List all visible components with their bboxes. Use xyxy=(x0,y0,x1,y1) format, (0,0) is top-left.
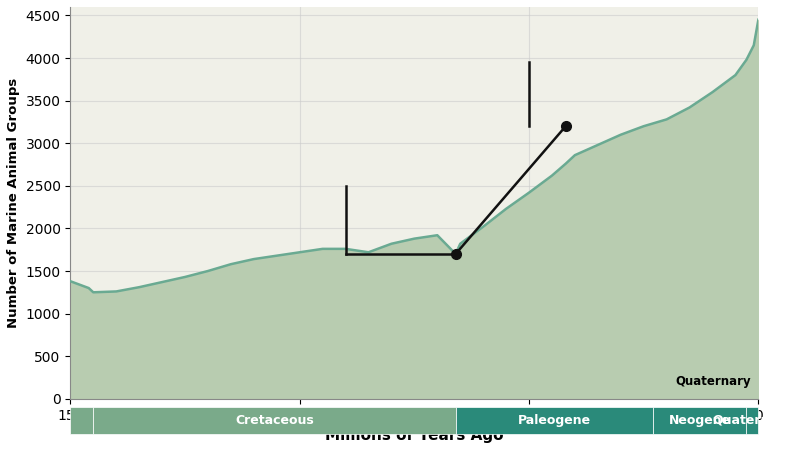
FancyBboxPatch shape xyxy=(70,407,94,434)
Text: Quaternary: Quaternary xyxy=(675,375,751,388)
Text: Neogene: Neogene xyxy=(669,414,730,427)
Text: Cretaceous: Cretaceous xyxy=(235,414,314,427)
X-axis label: Millions of Years Ago: Millions of Years Ago xyxy=(325,428,504,443)
FancyBboxPatch shape xyxy=(746,407,758,434)
FancyBboxPatch shape xyxy=(653,407,746,434)
Text: Paleogene: Paleogene xyxy=(518,414,591,427)
Y-axis label: Number of Marine Animal Groups: Number of Marine Animal Groups xyxy=(7,78,20,328)
FancyBboxPatch shape xyxy=(94,407,456,434)
Text: Quaternary: Quaternary xyxy=(712,414,793,427)
FancyBboxPatch shape xyxy=(456,407,653,434)
